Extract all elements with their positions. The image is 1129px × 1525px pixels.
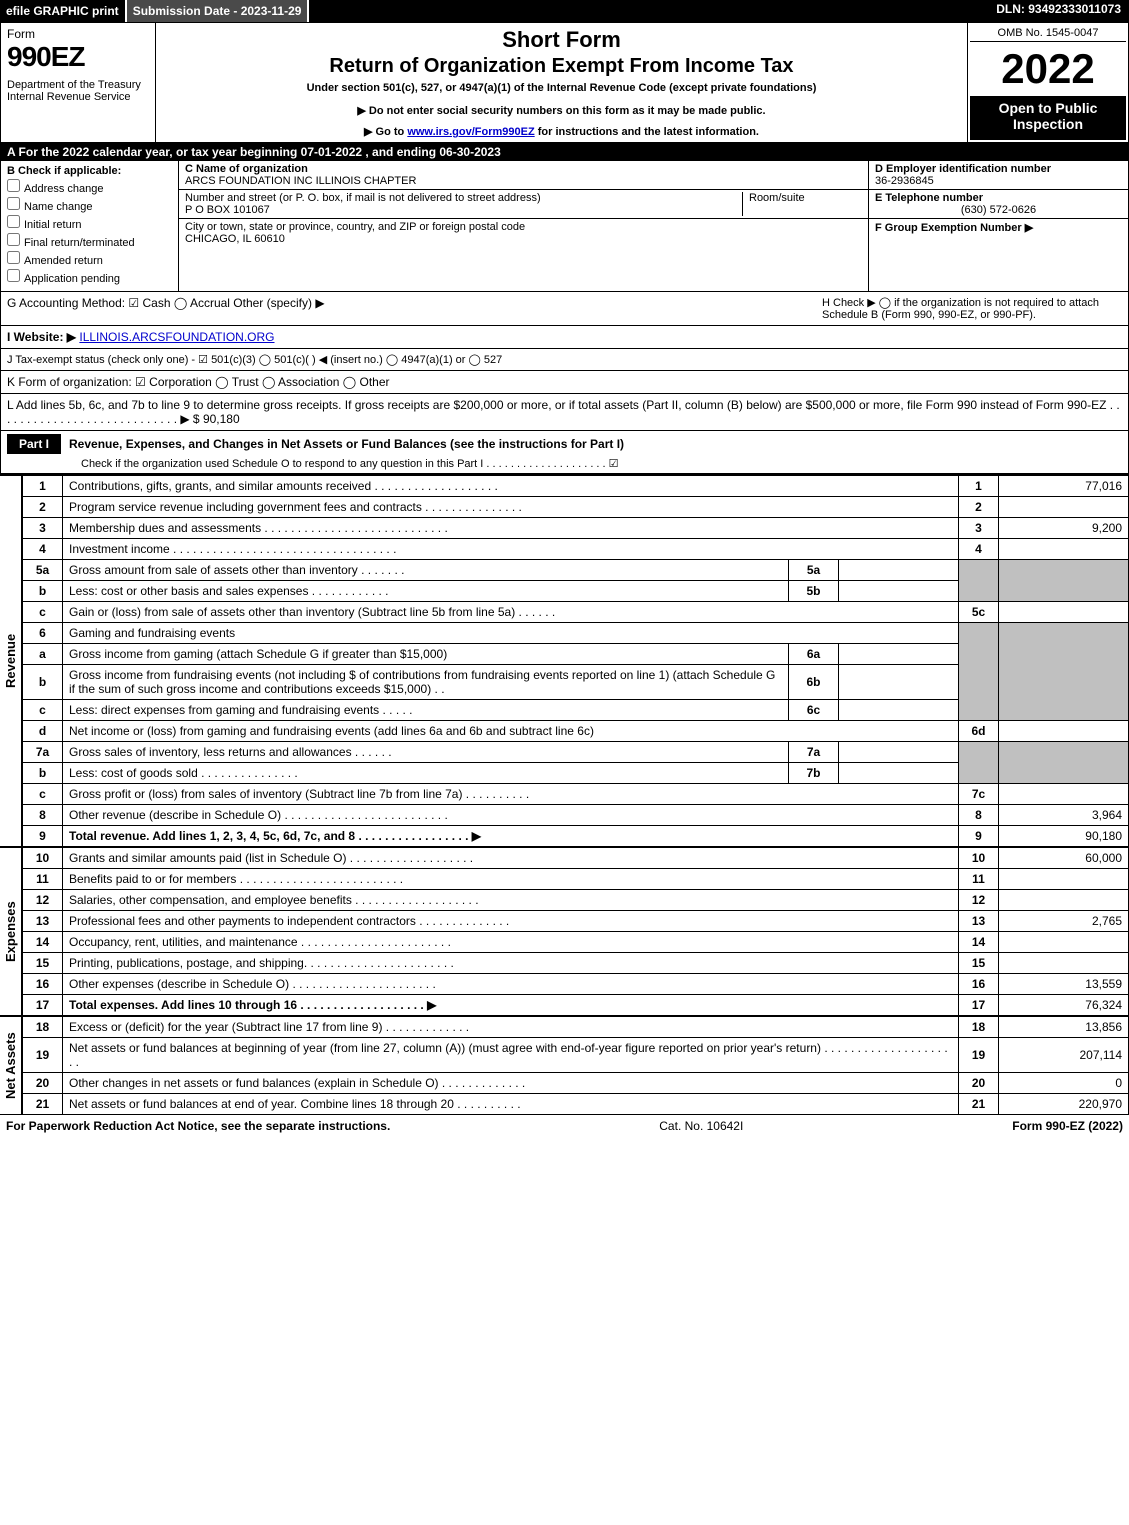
section-top: B Check if applicable: Address change Na… — [0, 161, 1129, 292]
row-k: K Form of organization: ☑ Corporation ◯ … — [0, 371, 1129, 394]
line-5c: cGain or (loss) from sale of assets othe… — [23, 602, 1129, 623]
city-val: CHICAGO, IL 60610 — [185, 233, 862, 245]
form-number: 990EZ — [7, 41, 149, 73]
cat-no: Cat. No. 10642I — [659, 1119, 743, 1133]
part1-sub: Check if the organization used Schedule … — [1, 457, 1128, 473]
h-check: H Check ▶ ◯ if the organization is not r… — [822, 296, 1122, 321]
netassets-section: Net Assets 18Excess or (deficit) for the… — [0, 1016, 1129, 1115]
revenue-section: Revenue 1Contributions, gifts, grants, a… — [0, 474, 1129, 847]
under-section: Under section 501(c), 527, or 4947(a)(1)… — [166, 82, 957, 94]
chk-initial-return[interactable]: Initial return — [7, 215, 172, 231]
paperwork-notice: For Paperwork Reduction Act Notice, see … — [6, 1119, 390, 1133]
form-header: Form 990EZ Department of the Treasury In… — [0, 22, 1129, 143]
col-c: C Name of organization ARCS FOUNDATION I… — [179, 161, 868, 291]
chk-address-change[interactable]: Address change — [7, 179, 172, 195]
row-i: I Website: ▶ ILLINOIS.ARCSFOUNDATION.ORG — [0, 326, 1129, 349]
line-7a: 7aGross sales of inventory, less returns… — [23, 742, 1129, 763]
form-label: Form — [7, 27, 149, 41]
header-right: OMB No. 1545-0047 2022 Open to Public In… — [968, 23, 1128, 142]
expenses-section: Expenses 10Grants and similar amounts pa… — [0, 847, 1129, 1016]
open-inspection: Open to Public Inspection — [970, 96, 1126, 140]
col-right: D Employer identification number 36-2936… — [868, 161, 1128, 291]
line-6: 6Gaming and fundraising events — [23, 623, 1129, 644]
row-gh: G Accounting Method: ☑ Cash ◯ Accrual Ot… — [0, 292, 1129, 326]
line-10: 10Grants and similar amounts paid (list … — [23, 848, 1129, 869]
part1-title: Revenue, Expenses, and Changes in Net As… — [61, 434, 632, 454]
line-4: 4Investment income . . . . . . . . . . .… — [23, 539, 1129, 560]
city-label: City or town, state or province, country… — [185, 221, 862, 233]
website-link[interactable]: ILLINOIS.ARCSFOUNDATION.ORG — [79, 330, 274, 344]
line-6d: dNet income or (loss) from gaming and fu… — [23, 721, 1129, 742]
line-12: 12Salaries, other compensation, and empl… — [23, 890, 1129, 911]
netassets-table: 18Excess or (deficit) for the year (Subt… — [22, 1016, 1129, 1115]
chk-final-return[interactable]: Final return/terminated — [7, 233, 172, 249]
short-form-title: Short Form — [166, 27, 957, 53]
row-j: J Tax-exempt status (check only one) - ☑… — [0, 349, 1129, 371]
c-label: C Name of organization — [185, 163, 862, 175]
ein-val: 36-2936845 — [875, 175, 1122, 187]
expenses-table: 10Grants and similar amounts paid (list … — [22, 847, 1129, 1016]
netassets-label: Net Assets — [0, 1016, 22, 1115]
line-2: 2Program service revenue including gover… — [23, 497, 1129, 518]
line-16: 16Other expenses (describe in Schedule O… — [23, 974, 1129, 995]
line-19: 19Net assets or fund balances at beginni… — [23, 1038, 1129, 1073]
line-13: 13Professional fees and other payments t… — [23, 911, 1129, 932]
section-a: A For the 2022 calendar year, or tax yea… — [0, 143, 1129, 161]
addr-val: P O BOX 101067 — [185, 204, 742, 216]
line-8: 8Other revenue (describe in Schedule O) … — [23, 805, 1129, 826]
form-ref: Form 990-EZ (2022) — [1012, 1119, 1123, 1133]
g-accounting: G Accounting Method: ☑ Cash ◯ Accrual Ot… — [7, 296, 792, 321]
page-footer: For Paperwork Reduction Act Notice, see … — [0, 1115, 1129, 1137]
chk-amended-return[interactable]: Amended return — [7, 251, 172, 267]
e-label: E Telephone number — [875, 192, 1122, 204]
header-mid: Short Form Return of Organization Exempt… — [156, 23, 968, 142]
line-1: 1Contributions, gifts, grants, and simil… — [23, 476, 1129, 497]
part1-tag: Part I — [7, 434, 61, 454]
irs-link[interactable]: www.irs.gov/Form990EZ — [407, 126, 534, 138]
top-bar: efile GRAPHIC print Submission Date - 20… — [0, 0, 1129, 22]
line-18: 18Excess or (deficit) for the year (Subt… — [23, 1017, 1129, 1038]
tax-year: 2022 — [970, 42, 1126, 96]
dln: DLN: 93492333011073 — [988, 0, 1129, 22]
f-label: F Group Exemption Number ▶ — [875, 221, 1122, 234]
line-14: 14Occupancy, rent, utilities, and mainte… — [23, 932, 1129, 953]
part1-header: Part I Revenue, Expenses, and Changes in… — [0, 431, 1129, 474]
line-9: 9Total revenue. Add lines 1, 2, 3, 4, 5c… — [23, 826, 1129, 847]
line-11: 11Benefits paid to or for members . . . … — [23, 869, 1129, 890]
ssn-note: ▶ Do not enter social security numbers o… — [166, 104, 957, 117]
col-b: B Check if applicable: Address change Na… — [1, 161, 179, 291]
chk-application-pending[interactable]: Application pending — [7, 269, 172, 285]
header-left: Form 990EZ Department of the Treasury In… — [1, 23, 156, 142]
org-name: ARCS FOUNDATION INC ILLINOIS CHAPTER — [185, 175, 862, 187]
goto-note: ▶ Go to www.irs.gov/Form990EZ for instru… — [166, 125, 957, 138]
expenses-label: Expenses — [0, 847, 22, 1016]
form-title: Return of Organization Exempt From Incom… — [166, 55, 957, 78]
submission-date: Submission Date - 2023-11-29 — [127, 0, 310, 22]
dept-label: Department of the Treasury Internal Reve… — [7, 79, 149, 103]
revenue-label: Revenue — [0, 475, 22, 847]
room-label: Room/suite — [742, 192, 862, 216]
b-label: B Check if applicable: — [7, 165, 172, 177]
omb-number: OMB No. 1545-0047 — [970, 25, 1126, 42]
revenue-table: 1Contributions, gifts, grants, and simil… — [22, 475, 1129, 847]
line-20: 20Other changes in net assets or fund ba… — [23, 1073, 1129, 1094]
line-3: 3Membership dues and assessments . . . .… — [23, 518, 1129, 539]
efile-print[interactable]: efile GRAPHIC print — [0, 0, 127, 22]
row-l: L Add lines 5b, 6c, and 7b to line 9 to … — [0, 394, 1129, 431]
line-5a: 5aGross amount from sale of assets other… — [23, 560, 1129, 581]
line-15: 15Printing, publications, postage, and s… — [23, 953, 1129, 974]
chk-name-change[interactable]: Name change — [7, 197, 172, 213]
d-label: D Employer identification number — [875, 163, 1122, 175]
line-17: 17Total expenses. Add lines 10 through 1… — [23, 995, 1129, 1016]
phone-val: (630) 572-0626 — [875, 204, 1122, 216]
line-7c: cGross profit or (loss) from sales of in… — [23, 784, 1129, 805]
addr-label: Number and street (or P. O. box, if mail… — [185, 192, 742, 204]
line-21: 21Net assets or fund balances at end of … — [23, 1094, 1129, 1115]
